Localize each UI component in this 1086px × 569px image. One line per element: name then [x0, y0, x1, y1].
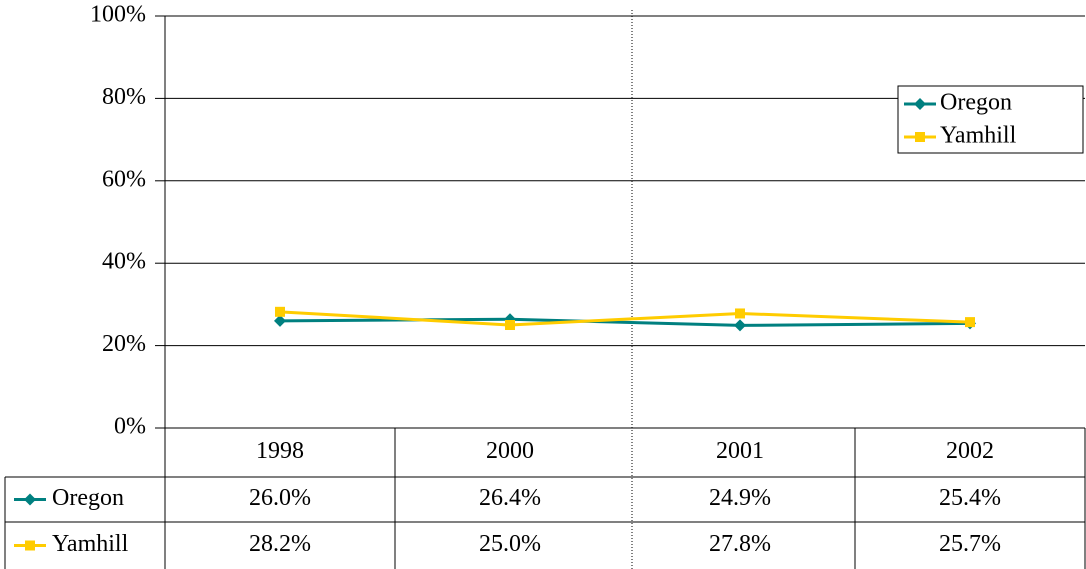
y-tick-label: 20%	[102, 331, 146, 357]
legend-label: Yamhill	[940, 123, 1017, 149]
legend-label: Oregon	[940, 90, 1012, 116]
y-tick-label: 0%	[114, 414, 146, 440]
table-cell: 25.4%	[939, 485, 1001, 511]
y-tick-label: 60%	[102, 166, 146, 192]
data-point	[274, 314, 286, 327]
x-tick-label: 2002	[946, 438, 994, 464]
legend-box	[897, 85, 1084, 154]
table-cell: 25.0%	[479, 531, 541, 557]
y-tick-label: 80%	[102, 84, 146, 110]
x-tick-label: 2000	[486, 438, 534, 464]
series-line	[279, 317, 971, 327]
data-point	[734, 319, 746, 332]
series-line	[279, 310, 971, 327]
data-point	[965, 317, 975, 328]
table-cell: 26.4%	[479, 485, 541, 511]
y-tick-label: 100%	[90, 2, 146, 28]
legend-marker	[25, 540, 35, 551]
x-tick-label: 2001	[716, 438, 764, 464]
data-point	[505, 320, 515, 330]
table-cell: 27.8%	[709, 531, 771, 557]
data-point	[735, 308, 745, 319]
legend-marker	[914, 98, 926, 110]
legend-marker	[915, 132, 925, 142]
x-tick-label: 1998	[256, 438, 304, 464]
table-cell: 26.0%	[249, 485, 311, 511]
data-point	[275, 306, 285, 317]
y-tick-label: 40%	[102, 249, 146, 275]
table-row-label: Yamhill	[52, 531, 129, 557]
legend-marker	[24, 493, 36, 506]
table-cell: 24.9%	[709, 485, 771, 511]
table-cell: 25.7%	[939, 531, 1001, 557]
table-row-label: Oregon	[52, 485, 124, 511]
table-cell: 28.2%	[249, 531, 311, 557]
